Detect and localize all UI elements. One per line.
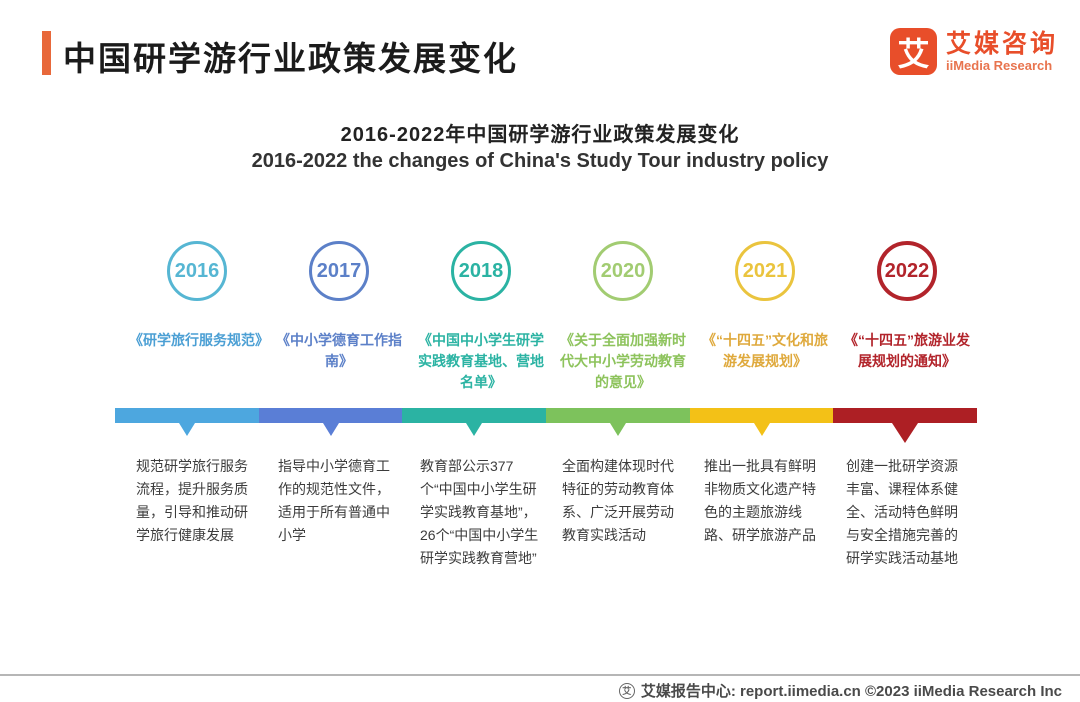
footer-source-text: 艾媒报告中心: report.iimedia.cn ©2023 iiMedia … xyxy=(640,683,1062,700)
policy-label-2018: 《中国中小学生研学实践教育基地、营地名单》 xyxy=(418,332,544,390)
timeline-column-2017: 2017 《中小学德育工作指南》 xyxy=(268,241,410,393)
timeline-bar-segment-2018 xyxy=(402,408,547,436)
timeline-columns: 2016 《研学旅行服务规范》 2017 《中小学德育工作指南》 2018 《中… xyxy=(126,241,978,393)
policy-description-2020: 全面构建体现时代特征的劳动教育体系、广泛开展劳动教育实践活动 xyxy=(562,458,674,543)
year-circle-2016: 2016 xyxy=(167,241,227,301)
policy-description-2016: 规范研学旅行服务流程，提升服务质量，引导和推动研学旅行健康发展 xyxy=(136,458,248,543)
year-circle-2017: 2017 xyxy=(309,241,369,301)
timeline-pointer-2018 xyxy=(466,423,483,436)
timeline-bar-segment-2022 xyxy=(833,408,978,443)
policy-label-2017: 《中小学德育工作指南》 xyxy=(276,332,402,369)
iimedia-logo: 艾 艾媒咨询 iiMedia Research xyxy=(889,28,1058,75)
iimedia-globe-icon: 艾 xyxy=(618,682,635,699)
logo-name-cn: 艾媒咨询 xyxy=(945,29,1058,58)
chart-title-en: 2016-2022 the changes of China's Study T… xyxy=(251,150,829,172)
chart-title-cn: 2016-2022年中国研学游行业政策发展变化 xyxy=(340,124,740,146)
iimedia-logo-icon: 艾 xyxy=(889,28,937,75)
timeline-pointer-2021 xyxy=(753,423,770,436)
footer: 艾 艾媒报告中心: report.iimedia.cn ©2023 iiMedi… xyxy=(618,680,1062,701)
year-circle-2022: 2022 xyxy=(877,241,937,301)
timeline-column-2016: 2016 《研学旅行服务规范》 xyxy=(126,241,269,393)
policy-description-2022: 创建一批研学资源丰富、课程体系健全、活动特色鲜明与安全措施完善的研学实践活动基地 xyxy=(846,458,958,566)
year-circle-2021: 2021 xyxy=(735,241,795,301)
timeline-bar xyxy=(115,408,978,443)
policy-label-2020: 《关于全面加强新时代大中小学劳动教育的意见》 xyxy=(560,332,686,390)
timeline-pointer-2020 xyxy=(609,423,626,436)
timeline-column-2022: 2022 《“十四五”旅游业发展规划的通知》 xyxy=(836,241,978,393)
policy-descriptions: 规范研学旅行服务流程，提升服务质量，引导和推动研学旅行健康发展 指导中小学德育工… xyxy=(126,455,978,570)
logo-name-en: iiMedia Research xyxy=(945,57,1053,73)
timeline-bar-segment-2017 xyxy=(258,408,403,436)
timeline-bar-segment-2020 xyxy=(546,408,690,436)
policy-label-2022: 《“十四五”旅游业发展规划的通知》 xyxy=(844,332,970,369)
timeline-pointer-2022 xyxy=(892,423,919,443)
policy-description-2018: 教育部公示377个“中国中小学生研学实践教育基地”，26个“中国中小学生研学实践… xyxy=(420,458,539,566)
policy-description-2021: 推出一批具有鲜明非物质文化遗产特色的主题旅游线路、研学旅游产品 xyxy=(704,458,816,543)
logo-text: 艾媒咨询 iiMedia Research xyxy=(945,29,1058,73)
policy-label-2021: 《“十四五”文化和旅游发展规划》 xyxy=(702,332,828,369)
timeline-bar-segment-2016 xyxy=(115,408,259,436)
timeline-column-2021: 2021 《“十四五”文化和旅游发展规划》 xyxy=(694,241,836,393)
timeline-pointer-2016 xyxy=(178,423,195,436)
year-circle-2018: 2018 xyxy=(451,241,511,301)
timeline-pointer-2017 xyxy=(322,423,339,436)
policy-description-2017: 指导中小学德育工作的规范性文件，适用于所有普通中小学 xyxy=(278,458,390,543)
title-accent-bar xyxy=(42,31,51,75)
page-title: 中国研学游行业政策发展变化 xyxy=(63,40,518,77)
separator-line xyxy=(0,674,1080,676)
timeline-column-2018: 2018 《中国中小学生研学实践教育基地、营地名单》 xyxy=(410,241,552,393)
policy-label-2016: 《研学旅行服务规范》 xyxy=(129,332,269,348)
year-circle-2020: 2020 xyxy=(593,241,653,301)
timeline-bar-segment-2021 xyxy=(689,408,834,436)
timeline-column-2020: 2020 《关于全面加强新时代大中小学劳动教育的意见》 xyxy=(552,241,694,393)
